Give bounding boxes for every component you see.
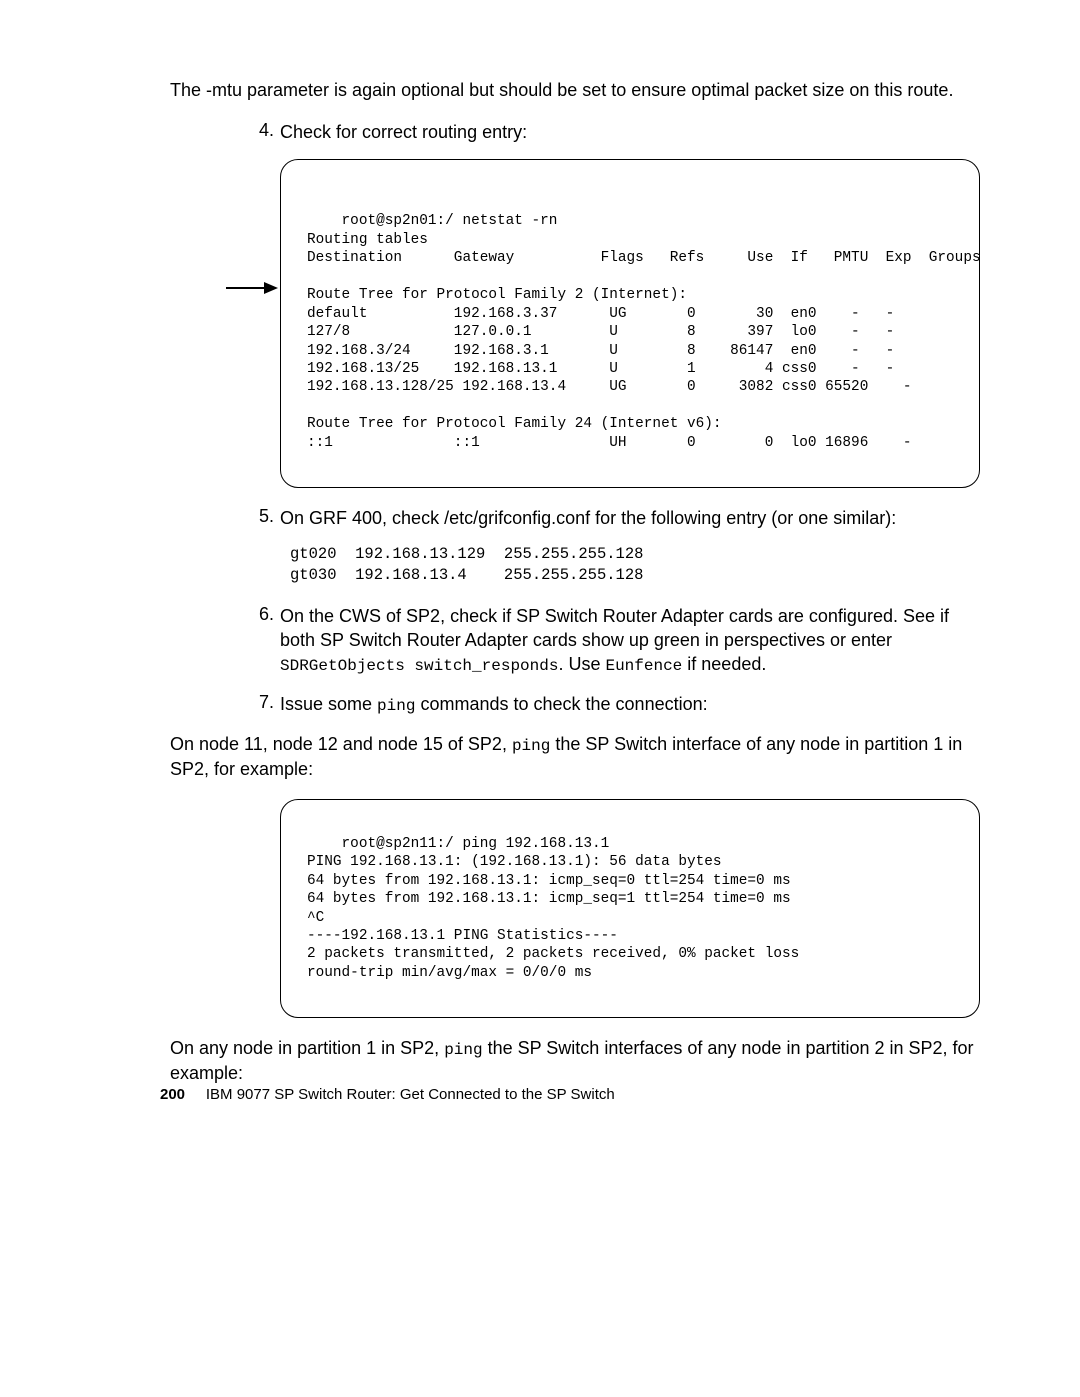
step-6-part3: if needed. xyxy=(682,654,766,674)
step-7-sub-part1: On node 11, node 12 and node 15 of SP2, xyxy=(170,734,512,754)
step-6-part2: . Use xyxy=(558,654,605,674)
step-7-subpara: On node 11, node 12 and node 15 of SP2, … xyxy=(170,732,980,782)
step-7-part1: Issue some xyxy=(280,694,377,714)
page-number: 200 xyxy=(160,1086,185,1103)
grifconfig-code: gt020 192.168.13.129 255.255.255.128 gt0… xyxy=(290,544,980,586)
step-6-mono1: SDRGetObjects switch_responds xyxy=(280,657,558,675)
step-5-number: 5. xyxy=(244,506,280,530)
after-ping-mono1: ping xyxy=(444,1041,482,1059)
intro-paragraph: The -mtu parameter is again optional but… xyxy=(170,78,980,102)
step-7-part2: commands to check the connection: xyxy=(415,694,707,714)
page-footer: 200 IBM 9077 SP Switch Router: Get Conne… xyxy=(160,1086,615,1103)
ping-output-text: root@sp2n11:/ ping 192.168.13.1 PING 192… xyxy=(307,836,799,981)
step-5-text: On GRF 400, check /etc/grifconfig.conf f… xyxy=(280,506,896,530)
step-4-text: Check for correct routing entry: xyxy=(280,120,527,144)
step-4-number: 4. xyxy=(244,120,280,144)
step-5: 5. On GRF 400, check /etc/grifconfig.con… xyxy=(244,506,980,530)
step-7: 7. Issue some ping commands to check the… xyxy=(244,692,980,718)
step-7-number: 7. xyxy=(244,692,280,718)
netstat-output-box: root@sp2n01:/ netstat -rn Routing tables… xyxy=(280,159,980,488)
after-ping-part1: On any node in partition 1 in SP2, xyxy=(170,1038,444,1058)
after-ping-paragraph: On any node in partition 1 in SP2, ping … xyxy=(170,1036,980,1086)
step-7-text: Issue some ping commands to check the co… xyxy=(280,692,708,718)
step-7-sub-mono1: ping xyxy=(512,737,550,755)
step-6: 6. On the CWS of SP2, check if SP Switch… xyxy=(244,604,980,678)
step-6-part1: On the CWS of SP2, check if SP Switch Ro… xyxy=(280,606,949,650)
step-6-number: 6. xyxy=(244,604,280,678)
ping-output-box: root@sp2n11:/ ping 192.168.13.1 PING 192… xyxy=(280,799,980,1017)
arrow-indicator-icon xyxy=(226,281,278,295)
netstat-output-text: root@sp2n01:/ netstat -rn Routing tables… xyxy=(307,213,981,450)
footer-title: IBM 9077 SP Switch Router: Get Connected… xyxy=(206,1086,615,1103)
step-6-text: On the CWS of SP2, check if SP Switch Ro… xyxy=(280,604,980,678)
step-7-mono1: ping xyxy=(377,697,415,715)
page: The -mtu parameter is again optional but… xyxy=(0,0,1080,1397)
step-6-mono2: Eunfence xyxy=(605,657,682,675)
step-4: 4. Check for correct routing entry: xyxy=(244,120,980,144)
